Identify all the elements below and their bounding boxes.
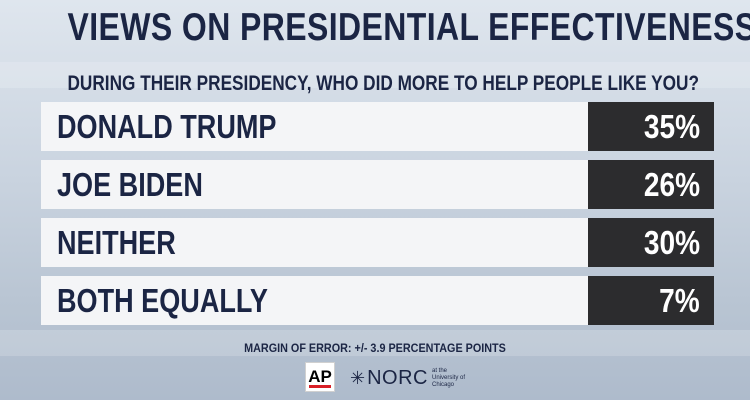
- category-cell: BOTH EQUALLY: [41, 276, 588, 325]
- ap-logo-bar: [309, 385, 331, 388]
- table-row: DONALD TRUMP 35%: [41, 102, 714, 151]
- category-label: BOTH EQUALLY: [57, 282, 268, 319]
- category-label: NEITHER: [57, 224, 176, 261]
- ap-logo: AP: [305, 362, 335, 392]
- value-label: 30%: [643, 224, 700, 261]
- chart-subtitle: DURING THEIR PRESIDENCY, WHO DID MORE TO…: [67, 72, 699, 95]
- table-row: JOE BIDEN 26%: [41, 160, 714, 209]
- ap-logo-text: AP: [308, 367, 332, 386]
- value-cell: 30%: [588, 218, 714, 267]
- table-row: BOTH EQUALLY 7%: [41, 276, 714, 325]
- norc-logo: ✳ NORC at the University of Chicago: [350, 366, 472, 390]
- margin-of-error: MARGIN OF ERROR: +/- 3.9 PERCENTAGE POIN…: [244, 341, 506, 355]
- source-logos: AP ✳ NORC at the University of Chicago: [305, 360, 505, 394]
- category-label: JOE BIDEN: [57, 166, 203, 203]
- category-cell: NEITHER: [41, 218, 588, 267]
- category-cell: DONALD TRUMP: [41, 102, 588, 151]
- value-label: 7%: [659, 282, 700, 319]
- value-label: 26%: [643, 166, 700, 203]
- category-label: DONALD TRUMP: [57, 108, 277, 145]
- norc-logo-subtext: at the University of Chicago: [431, 367, 465, 388]
- background-stripe: [0, 62, 750, 88]
- asterisk-icon: ✳: [350, 367, 366, 388]
- norc-logo-text: NORC: [367, 366, 428, 389]
- category-cell: JOE BIDEN: [41, 160, 588, 209]
- background-stripe: [0, 330, 750, 356]
- results-table: DONALD TRUMP 35% JOE BIDEN 26% NEITHER 30% BOT…: [41, 102, 714, 334]
- value-cell: 35%: [588, 102, 714, 151]
- value-cell: 7%: [588, 276, 714, 325]
- chart-title: VIEWS ON PRESIDENTIAL EFFECTIVENESS: [67, 6, 750, 49]
- table-row: NEITHER 30%: [41, 218, 714, 267]
- value-label: 35%: [643, 108, 700, 145]
- value-cell: 26%: [588, 160, 714, 209]
